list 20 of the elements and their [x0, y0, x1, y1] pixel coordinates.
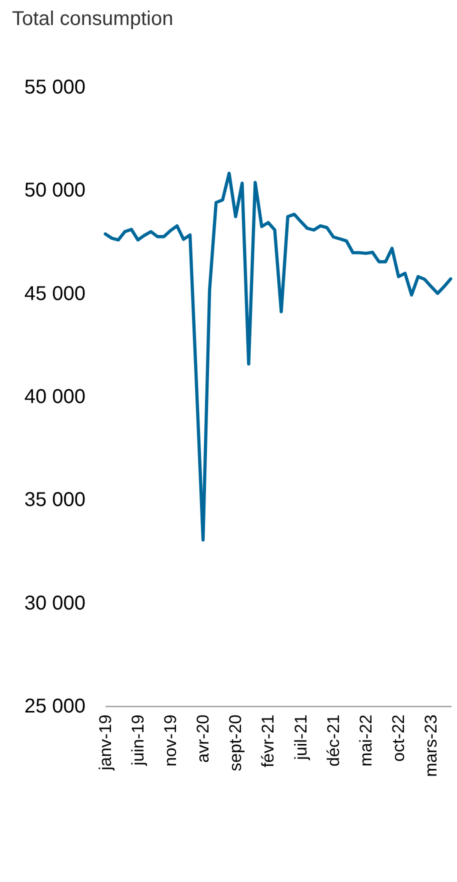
- line-series: [104, 172, 452, 542]
- y-tick-label: 55 000: [24, 76, 86, 98]
- x-tick-label: janv-19: [96, 714, 115, 772]
- y-tick-label: 40 000: [24, 386, 86, 408]
- y-tick-label: 45 000: [24, 282, 86, 305]
- y-tick-label: 35 000: [24, 489, 86, 512]
- x-tick-label: oct-22: [389, 714, 408, 762]
- x-tick-label: avr-20: [194, 714, 213, 763]
- y-tick-label: 25 000: [24, 696, 86, 718]
- x-tick-label: déc-21: [324, 714, 343, 766]
- x-tick-label: mai-22: [356, 714, 376, 766]
- x-tick-label: nov-19: [160, 714, 180, 766]
- y-tick-label: 30 000: [24, 592, 86, 614]
- x-tick-label: mars-23: [422, 714, 441, 777]
- chart-title: Total consumption: [12, 8, 174, 30]
- x-tick-label: juin-19: [128, 714, 148, 767]
- x-tick-label: févr-21: [258, 714, 278, 768]
- x-tick-label: juil-21: [291, 714, 310, 761]
- y-tick-label: 50 000: [24, 180, 86, 202]
- x-tick-label: sept-20: [226, 714, 246, 772]
